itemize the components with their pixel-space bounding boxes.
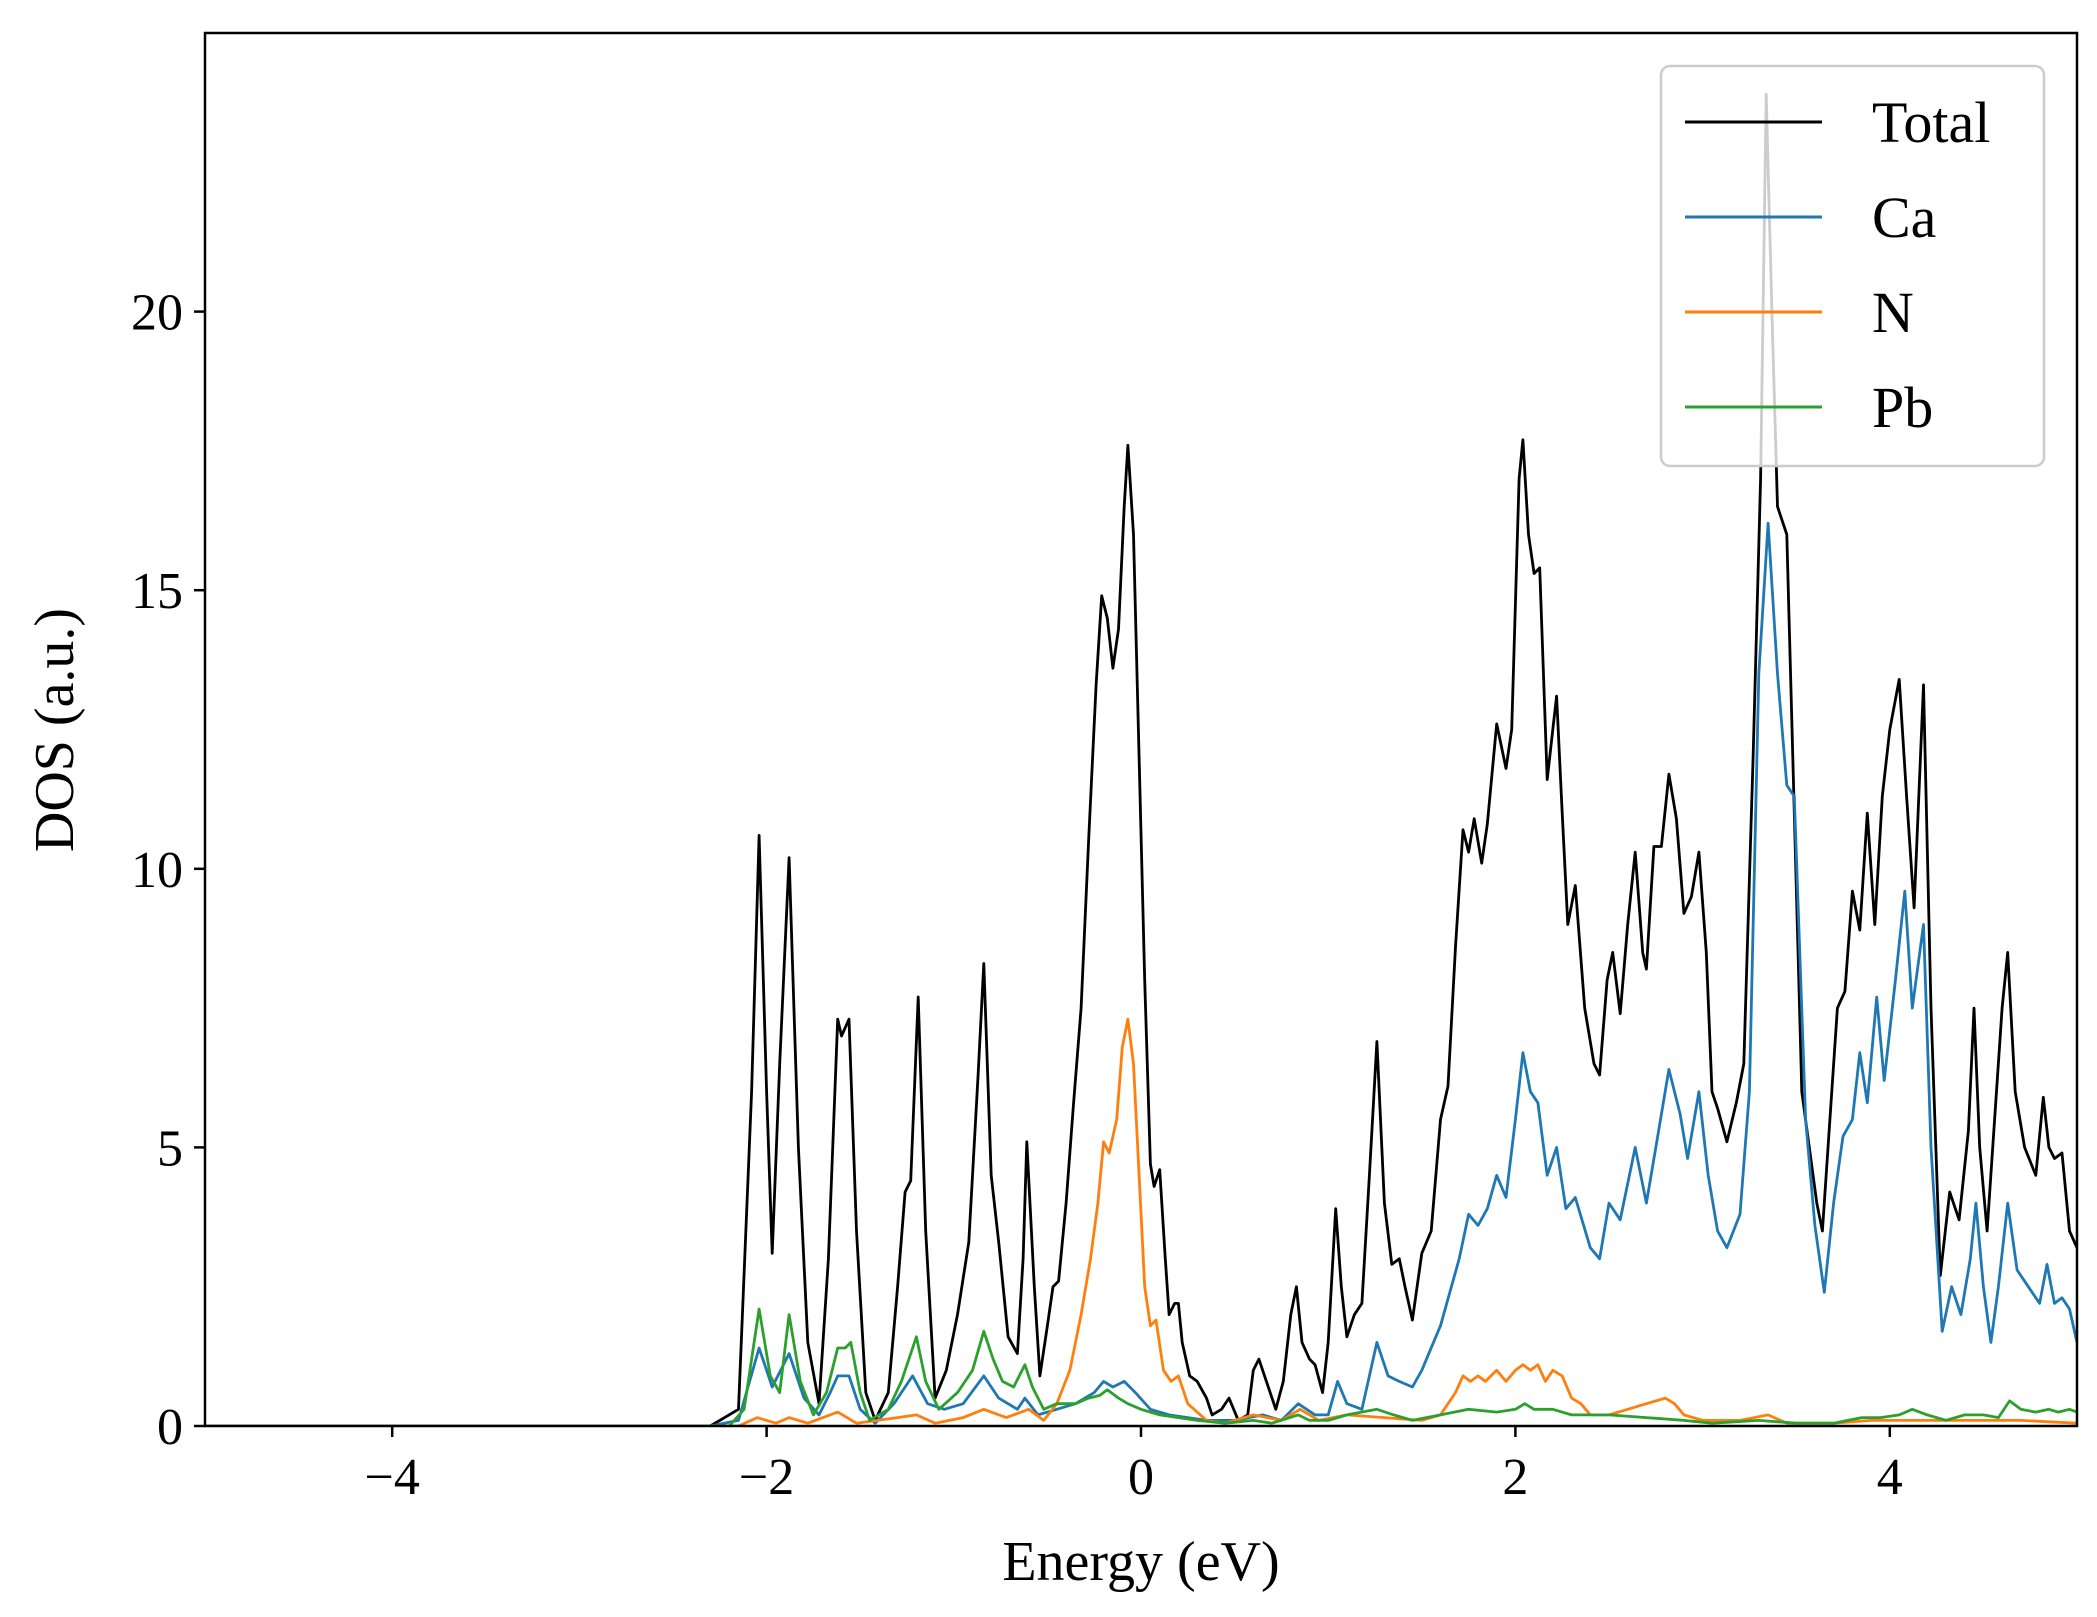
series-line-pb — [205, 1307, 2077, 1426]
x-axis: −4 −2 0 2 4 — [365, 1426, 1903, 1506]
x-tick-label: −2 — [739, 1449, 794, 1506]
x-tick-label: −4 — [365, 1449, 420, 1506]
y-tick-label: 15 — [131, 563, 183, 620]
y-tick-label: 5 — [157, 1120, 183, 1177]
y-tick-label: 10 — [131, 842, 183, 899]
y-axis-title: DOS (a.u.) — [24, 608, 86, 852]
series-layer — [205, 92, 2077, 1426]
y-tick-label: 20 — [131, 285, 183, 342]
series-line-total — [205, 92, 2077, 1426]
legend-label-n: N — [1872, 280, 1914, 345]
x-tick-label: 0 — [1128, 1449, 1154, 1506]
series-line-ca — [205, 521, 2077, 1426]
legend-label-ca: Ca — [1872, 185, 1936, 250]
x-axis-title: Energy (eV) — [1002, 1531, 1279, 1593]
legend-label-total: Total — [1872, 90, 1990, 155]
x-tick-label: 2 — [1502, 1449, 1528, 1506]
y-tick-label: 0 — [157, 1399, 183, 1456]
y-axis: 0 5 10 15 20 — [131, 285, 205, 1456]
legend-label-pb: Pb — [1872, 375, 1933, 440]
series-line-n — [205, 1017, 2077, 1426]
legend-box — [1659, 64, 2046, 468]
legend: Total Ca N Pb — [1659, 64, 2046, 468]
x-tick-label: 4 — [1877, 1449, 1903, 1506]
